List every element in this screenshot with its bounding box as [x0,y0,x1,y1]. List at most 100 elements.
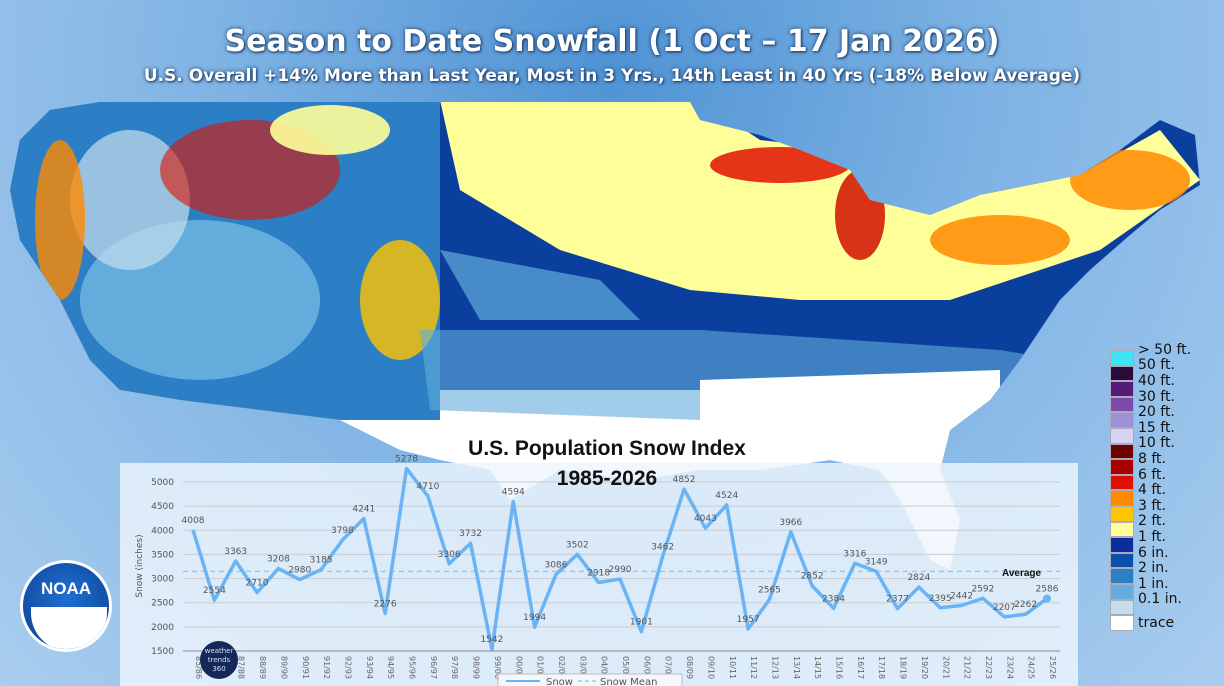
y-tick-label: 1500 [151,647,174,657]
x-tick-label: 23/24 [1005,656,1014,679]
data-label: 1901 [630,618,653,628]
x-tick-label: 95/96 [408,656,417,679]
legend-label: > 50 ft. [1138,341,1192,358]
x-tick-label: 09/10 [706,656,715,679]
x-tick-label: 91/92 [322,656,331,679]
legend-item: 6 ft. [1110,468,1191,491]
legend-swatch [1110,365,1134,382]
data-label: 4043 [694,514,717,524]
legend-item: 4 ft. [1110,483,1191,506]
x-tick-label: 11/12 [749,656,758,679]
data-label: 5278 [395,455,418,465]
legend-label: 2 ft. [1138,513,1166,530]
legend-label: 1 in. [1138,575,1169,592]
data-label: 2554 [203,586,226,596]
average-annotation: Average [1002,568,1042,579]
x-tick-label: 14/15 [813,656,822,679]
legend-label: 8 ft. [1138,450,1166,467]
x-tick-label: 85/86 [194,656,203,679]
legend-label: 50 ft. [1138,357,1175,374]
data-label: 2852 [801,572,824,582]
x-tick-label: 87/88 [237,656,246,679]
legend-label: 40 ft. [1138,372,1175,389]
data-label: 4241 [352,505,375,515]
legend-label: 20 ft. [1138,404,1175,421]
legend-swatch [1110,427,1134,444]
y-tick-label: 5000 [151,478,174,488]
x-tick-label: 00/01 [514,656,523,679]
data-label: 3502 [566,540,589,550]
x-tick-label: 19/20 [920,656,929,679]
x-tick-label: 93/94 [365,656,374,679]
data-label: 2262 [1014,600,1037,610]
weathertrends360-logo: weather trends 360 [200,641,238,679]
data-label: 2710 [246,579,269,589]
legend-swatch [1110,490,1134,506]
legend-item: trace [1110,615,1191,631]
legend-swatch [1110,459,1134,475]
x-tick-label: 03/04 [578,656,587,679]
x-tick-label: 12/13 [770,656,779,679]
data-label: 3149 [865,557,888,567]
data-label: 2395 [929,594,952,604]
data-label: 3462 [651,542,674,552]
x-tick-label: 88/89 [258,656,267,679]
legend-swatch [1110,568,1134,584]
chart-title: U.S. Population Snow Index [468,437,746,460]
legend-item: 40 ft. [1110,374,1191,397]
x-tick-label: 99/00 [493,656,502,679]
legend-label: 3 ft. [1138,497,1166,514]
x-tick-label: 04/05 [600,656,609,679]
y-axis-label: Snow (inches) [135,534,145,597]
data-label: 2824 [907,573,930,583]
data-label: 4524 [715,491,738,501]
legend-swatch [1110,583,1134,600]
legend-label: 15 ft. [1138,419,1175,436]
data-label: 3966 [779,518,802,528]
y-tick-label: 3500 [151,550,174,560]
x-tick-label: 13/14 [792,656,801,679]
x-tick-label: 25/26 [1048,656,1057,679]
data-label: 4008 [182,516,205,526]
x-tick-label: 08/09 [685,656,694,679]
data-label: 3363 [224,547,247,557]
x-tick-label: 92/93 [343,656,352,679]
x-tick-label: 90/91 [301,656,310,679]
legend-label: 10 ft. [1138,435,1175,452]
data-label: 2276 [374,600,397,610]
data-label: 4710 [416,482,439,492]
legend-label: trace [1138,614,1175,631]
y-tick-label: 2000 [151,623,174,633]
data-label: 3208 [267,555,290,565]
legend-item: 8 ft. [1110,452,1191,475]
chart-subtitle: 1985-2026 [556,467,658,490]
data-label: 2918 [587,569,610,579]
legend-item: 2 in. [1110,561,1191,584]
legend-mean-label: Snow Mean [600,677,657,686]
x-tick-label: 89/90 [279,656,288,679]
x-tick-label: 02/03 [557,656,566,679]
noaa-logo: NOAA [20,560,112,652]
legend-label: 30 ft. [1138,388,1175,405]
data-label: 2980 [288,566,311,576]
legend-item: 15 ft. [1110,421,1191,444]
x-tick-label: 01/02 [536,656,545,679]
map-title: Season to Date Snowfall (1 Oct – 17 Jan … [224,24,1000,59]
x-tick-label: 21/22 [963,656,972,679]
data-label: 4852 [673,475,696,485]
legend-item: 6 in. [1110,546,1191,569]
x-tick-label: 10/11 [728,656,737,679]
legend-item: > 50 ft. [1110,343,1191,366]
legend-item: 0.1 in. [1110,592,1191,616]
legend-swatch [1110,505,1134,522]
legend-swatch [1110,381,1134,397]
x-tick-label: 94/95 [386,656,395,679]
y-tick-label: 3000 [151,575,174,585]
legend-label: 6 ft. [1138,466,1166,483]
legend-item: 10 ft. [1110,436,1191,460]
data-label: 2207 [993,603,1016,613]
x-tick-label: 16/17 [856,656,865,679]
data-label: 2565 [758,586,781,596]
